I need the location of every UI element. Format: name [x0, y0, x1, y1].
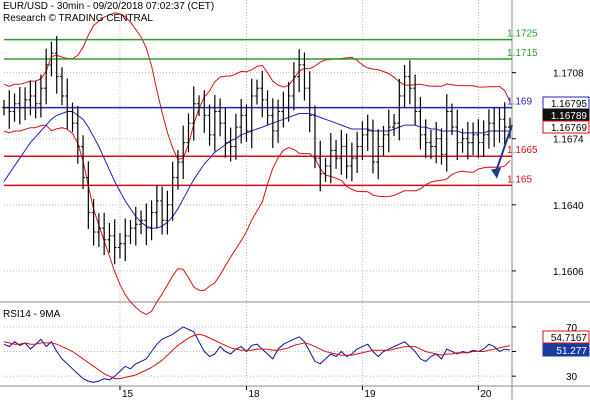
forecast-arrow-shaft — [495, 124, 513, 172]
price-tick-label: 1.1640 — [553, 201, 584, 212]
chart-credit: Research © TRADING CENTRAL — [3, 13, 153, 24]
rsi-tag-box — [542, 330, 590, 344]
day-tick-label: 20 — [480, 389, 492, 400]
level-label-1.165: 1.165 — [507, 174, 532, 185]
price-tick-label: 1.1674 — [553, 135, 584, 146]
level-label-1.1725: 1.1725 — [507, 29, 538, 40]
day-tick-label: 18 — [248, 389, 260, 400]
price-tag-box — [542, 120, 590, 134]
price-tick-label: 1.1606 — [553, 267, 584, 278]
rsi-title: RSI14 - 9MA — [3, 309, 61, 320]
price-tag-1.16769: 1.16769 — [551, 123, 588, 134]
rsi-ma-line — [3, 333, 511, 380]
rsi-tag-51.277: 51.277 — [556, 346, 587, 357]
level-label-1.1715: 1.1715 — [507, 48, 538, 59]
rsi-panel — [3, 326, 511, 383]
rsi-tick-label: 70 — [566, 323, 578, 334]
rsi-tag-54.7167: 54.7167 — [551, 333, 588, 344]
rsi-line — [3, 326, 511, 383]
price-tag-1.16789: 1.16789 — [551, 111, 588, 122]
price-bars — [2, 36, 512, 265]
bollinger-upper — [3, 12, 511, 160]
bollinger-bands — [3, 12, 511, 316]
price-tick-label: 1.1708 — [553, 69, 584, 80]
level-label-1.169: 1.169 — [507, 97, 532, 108]
forecast-arrow — [491, 124, 513, 179]
forecast-arrow-head — [491, 167, 501, 179]
level-label-1.1665: 1.1665 — [507, 145, 538, 156]
rsi-tag-box — [542, 343, 590, 357]
price-tag-1.16795: 1.16795 — [551, 99, 588, 110]
key-levels: 1.1725 1.1715 1.169 1.1665 1.165 — [4, 29, 538, 187]
day-tick-label: 15 — [122, 389, 134, 400]
chart-title: EUR/USD - 30min - 09/20/2018 07:02:37 (C… — [3, 1, 215, 12]
day-tick-label: 19 — [364, 389, 376, 400]
rsi-tick-label: 30 — [566, 372, 578, 383]
bollinger-lower — [3, 124, 511, 316]
